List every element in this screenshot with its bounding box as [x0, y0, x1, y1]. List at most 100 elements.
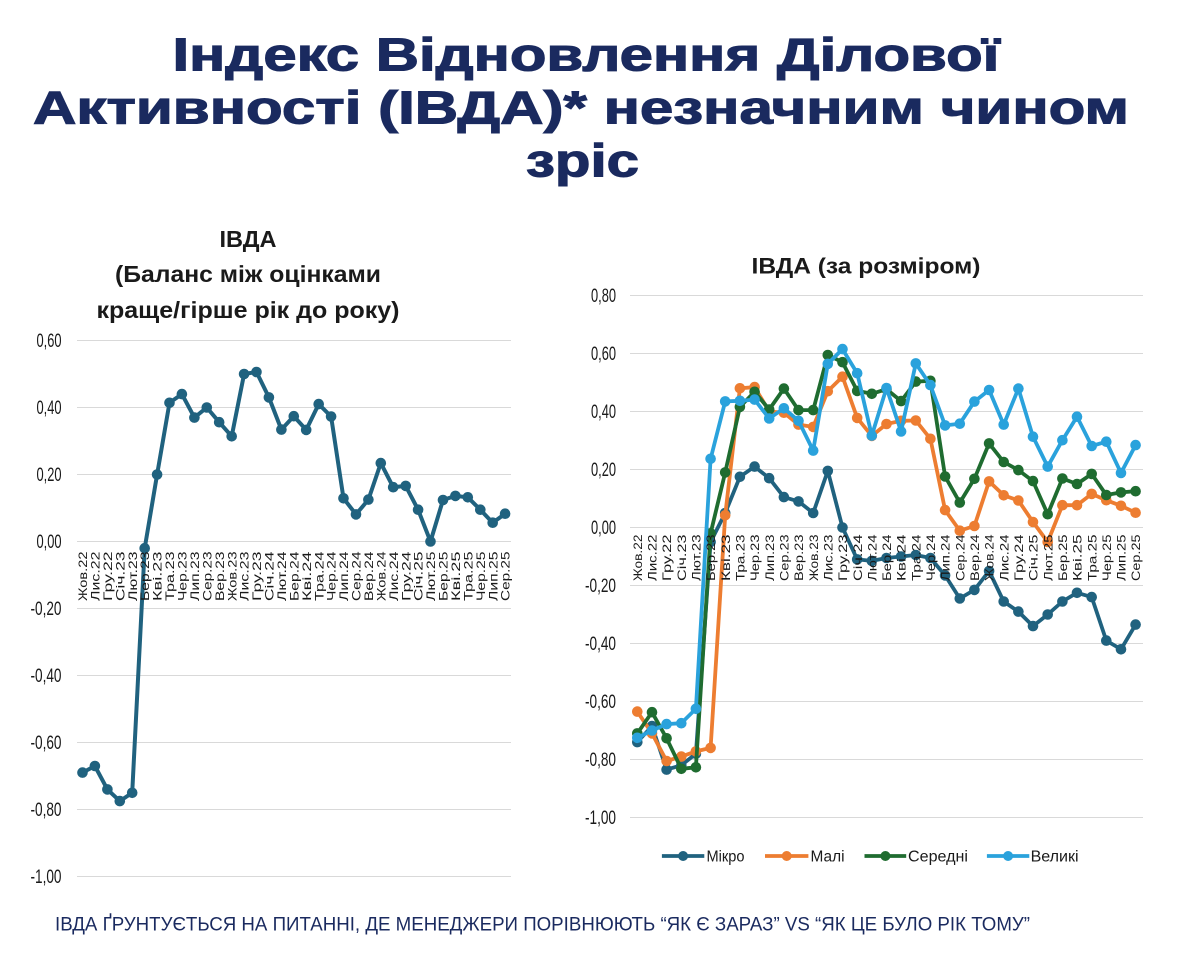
svg-text:Індекс Відновлення Ділової: Індекс Відновлення Ділової — [173, 29, 1001, 81]
svg-text:Лип.23: Лип.23 — [188, 551, 202, 601]
svg-text:Кві.24: Кві.24 — [300, 551, 314, 601]
svg-text:Чер.23: Чер.23 — [176, 551, 190, 601]
svg-text:Лют.24: Лют.24 — [275, 551, 289, 601]
svg-text:-0,20: -0,20 — [31, 599, 62, 620]
svg-text:Сер.24: Сер.24 — [350, 551, 364, 601]
svg-text:Середні: Середні — [908, 849, 968, 866]
svg-text:Чер.24: Чер.24 — [924, 534, 938, 581]
svg-text:0,80: 0,80 — [591, 286, 616, 307]
svg-text:Тра.23: Тра.23 — [734, 534, 748, 581]
svg-text:Лип.24: Лип.24 — [939, 534, 953, 581]
svg-text:Вер.24: Вер.24 — [362, 551, 376, 601]
svg-text:Чер.23: Чер.23 — [748, 534, 762, 581]
svg-text:Лис.22: Лис.22 — [646, 534, 660, 581]
svg-text:Січ.25: Січ.25 — [1027, 534, 1041, 581]
svg-text:0,60: 0,60 — [591, 344, 616, 365]
svg-text:Лип.23: Лип.23 — [763, 534, 777, 581]
svg-text:Малі: Малі — [811, 849, 845, 866]
svg-text:Жов.23: Жов.23 — [807, 534, 821, 581]
svg-text:0,00: 0,00 — [591, 518, 616, 539]
svg-text:Лис.23: Лис.23 — [821, 534, 835, 581]
svg-text:Активності (ІВДА)* незначним ч: Активності (ІВДА)* незначним чином — [33, 82, 1129, 134]
svg-text:Бер.25: Бер.25 — [1056, 534, 1070, 581]
svg-text:Чер.24: Чер.24 — [325, 551, 339, 601]
svg-text:краще/гірше рік до року): краще/гірше рік до року) — [97, 297, 400, 323]
svg-text:Лис.24: Лис.24 — [997, 534, 1011, 581]
svg-text:Жов.23: Жов.23 — [225, 551, 239, 601]
svg-text:Великі: Великі — [1031, 849, 1079, 866]
svg-text:Сер.25: Сер.25 — [1129, 534, 1143, 581]
svg-text:Січ.24: Січ.24 — [851, 534, 865, 581]
svg-text:Чер.25: Чер.25 — [1100, 534, 1114, 581]
svg-text:Лип.24: Лип.24 — [337, 551, 351, 601]
svg-text:Кві.25: Кві.25 — [449, 551, 463, 601]
svg-text:Лис.23: Лис.23 — [238, 551, 252, 601]
svg-text:Лют.24: Лют.24 — [865, 534, 879, 581]
svg-text:Бер.23: Бер.23 — [138, 551, 152, 601]
svg-text:Бер.24: Бер.24 — [880, 534, 894, 581]
svg-text:Жов.22: Жов.22 — [76, 551, 90, 601]
svg-text:-0,40: -0,40 — [585, 634, 616, 655]
svg-text:-0,80: -0,80 — [585, 750, 616, 771]
svg-text:0,40: 0,40 — [37, 398, 62, 419]
svg-text:Тра.24: Тра.24 — [909, 534, 923, 581]
svg-text:Кві.25: Кві.25 — [1071, 534, 1085, 581]
svg-text:0,60: 0,60 — [37, 331, 62, 352]
svg-text:Жов.24: Жов.24 — [374, 551, 388, 601]
svg-text:Лип.25: Лип.25 — [486, 551, 500, 601]
svg-text:-0,20: -0,20 — [585, 576, 616, 597]
svg-text:Кві.23: Кві.23 — [151, 551, 165, 601]
svg-text:Гру.24: Гру.24 — [1012, 534, 1026, 581]
svg-text:-0,80: -0,80 — [31, 800, 62, 821]
svg-text:Бер.23: Бер.23 — [704, 534, 718, 581]
svg-text:Січ.23: Січ.23 — [113, 551, 127, 601]
svg-text:-0,40: -0,40 — [31, 666, 62, 687]
svg-text:Лют.25: Лют.25 — [1041, 534, 1055, 581]
svg-text:Вер.23: Вер.23 — [213, 551, 227, 601]
svg-text:-1,00: -1,00 — [31, 867, 62, 888]
svg-text:0,00: 0,00 — [37, 532, 62, 553]
svg-text:Чер.25: Чер.25 — [474, 551, 488, 601]
svg-text:Сер.25: Сер.25 — [499, 551, 513, 601]
svg-text:0,20: 0,20 — [591, 460, 616, 481]
svg-text:Вер.24: Вер.24 — [968, 534, 982, 581]
svg-text:Жов.22: Жов.22 — [631, 534, 645, 581]
svg-text:Бер.25: Бер.25 — [437, 551, 451, 601]
svg-text:0,40: 0,40 — [591, 402, 616, 423]
svg-text:зріс: зріс — [526, 135, 639, 187]
svg-text:Мікро: Мікро — [707, 849, 745, 866]
svg-text:Тра.25: Тра.25 — [461, 551, 475, 601]
svg-text:Січ.24: Січ.24 — [263, 551, 277, 601]
svg-text:Сер.24: Сер.24 — [953, 534, 967, 581]
svg-text:Лют.25: Лют.25 — [424, 551, 438, 601]
svg-text:Тра.24: Тра.24 — [312, 551, 326, 601]
svg-text:Сер.23: Сер.23 — [200, 551, 214, 601]
svg-text:Лис.24: Лис.24 — [387, 551, 401, 601]
svg-text:-0,60: -0,60 — [585, 692, 616, 713]
svg-text:Гру.22: Гру.22 — [660, 534, 674, 581]
svg-text:Лип.25: Лип.25 — [1115, 534, 1129, 581]
svg-text:ІВДА: ІВДА — [220, 226, 277, 252]
svg-text:-1,00: -1,00 — [585, 808, 616, 829]
svg-text:ІВДА (за розміром): ІВДА (за розміром) — [752, 254, 981, 279]
svg-text:(Баланс між оцінками: (Баланс між оцінками — [115, 261, 381, 287]
svg-text:Кві.23: Кві.23 — [719, 534, 733, 581]
svg-text:Гру.22: Гру.22 — [101, 551, 115, 601]
svg-text:Гру.24: Гру.24 — [399, 551, 413, 601]
svg-text:Жов.24: Жов.24 — [983, 534, 997, 581]
svg-text:Лис.22: Лис.22 — [89, 551, 103, 601]
svg-text:Сер.23: Сер.23 — [778, 534, 792, 581]
svg-text:Вер.23: Вер.23 — [792, 534, 806, 581]
svg-text:Тра.23: Тра.23 — [163, 551, 177, 601]
svg-text:Гру.23: Гру.23 — [836, 534, 850, 581]
svg-text:Кві.24: Кві.24 — [895, 534, 909, 581]
svg-text:Лют.23: Лют.23 — [126, 551, 140, 601]
svg-text:0,20: 0,20 — [37, 465, 62, 486]
svg-text:Тра.25: Тра.25 — [1085, 534, 1099, 581]
svg-text:ІВДА ҐРУНТУЄТЬСЯ НА ПИТАННІ, Д: ІВДА ҐРУНТУЄТЬСЯ НА ПИТАННІ, ДЕ МЕНЕДЖЕР… — [55, 914, 1030, 936]
svg-text:-0,60: -0,60 — [31, 733, 62, 754]
svg-text:Лют.23: Лют.23 — [690, 534, 704, 581]
svg-text:Січ.25: Січ.25 — [412, 551, 426, 601]
svg-text:Бер.24: Бер.24 — [287, 551, 301, 601]
svg-text:Січ.23: Січ.23 — [675, 534, 689, 581]
